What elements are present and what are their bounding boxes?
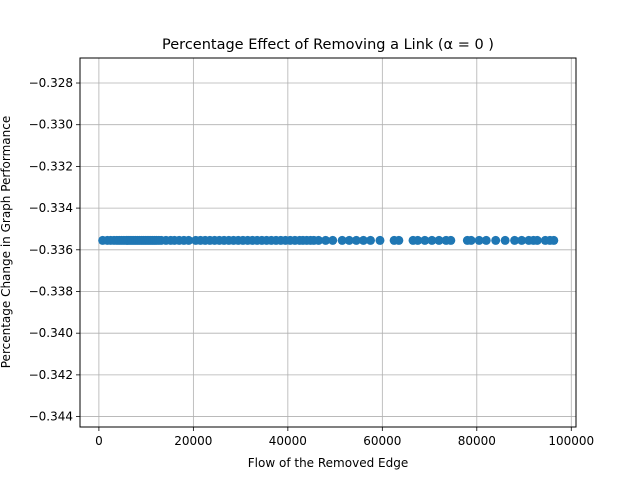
data-point: [351, 235, 361, 245]
y-tick-label: −0.338: [29, 284, 73, 298]
data-point: [427, 235, 437, 245]
x-tick-label: 60000: [363, 434, 401, 448]
y-tick-label: −0.342: [29, 368, 73, 382]
data-point: [510, 235, 520, 245]
y-tick-label: −0.340: [29, 326, 73, 340]
data-point: [517, 235, 527, 245]
data-point: [500, 235, 510, 245]
data-points: [98, 235, 559, 245]
data-point: [344, 235, 354, 245]
y-axis-ticks: −0.328 −0.330 −0.332 −0.334 −0.336 −0.338 −0.3…: [29, 76, 80, 424]
data-point: [366, 235, 376, 245]
y-tick-label: −0.344: [29, 410, 73, 424]
data-point: [314, 235, 324, 245]
data-point: [358, 235, 368, 245]
data-point: [328, 235, 338, 245]
x-tick-label: 100000: [548, 434, 594, 448]
data-point: [491, 235, 501, 245]
x-axis-ticks: 0 20000 40000 60000 80000 100000: [95, 427, 594, 448]
chart-title: Percentage Effect of Removing a Link (α …: [162, 37, 494, 53]
data-point: [184, 235, 194, 245]
data-point: [394, 235, 404, 245]
x-tick-label: 20000: [174, 434, 212, 448]
y-tick-label: −0.332: [29, 159, 73, 173]
grid-lines: [80, 58, 576, 427]
data-point: [532, 235, 542, 245]
data-point: [375, 235, 385, 245]
data-point: [481, 235, 491, 245]
x-axis-label: Flow of the Removed Edge: [248, 456, 408, 470]
data-point: [466, 235, 476, 245]
data-point: [413, 235, 423, 245]
data-point: [337, 235, 347, 245]
data-point: [434, 235, 444, 245]
data-point: [549, 235, 559, 245]
x-tick-label: 0: [95, 434, 103, 448]
data-point: [420, 235, 430, 245]
y-tick-label: −0.330: [29, 118, 73, 132]
y-tick-label: −0.328: [29, 76, 73, 90]
x-tick-label: 80000: [458, 434, 496, 448]
x-tick-label: 40000: [269, 434, 307, 448]
data-point: [474, 235, 484, 245]
data-point: [321, 235, 331, 245]
plot-frame: [79, 57, 577, 428]
data-point: [446, 235, 456, 245]
y-tick-label: −0.334: [29, 201, 73, 215]
y-tick-label: −0.336: [29, 243, 73, 257]
y-axis-label: Percentage Change in Graph Performance: [0, 116, 13, 369]
